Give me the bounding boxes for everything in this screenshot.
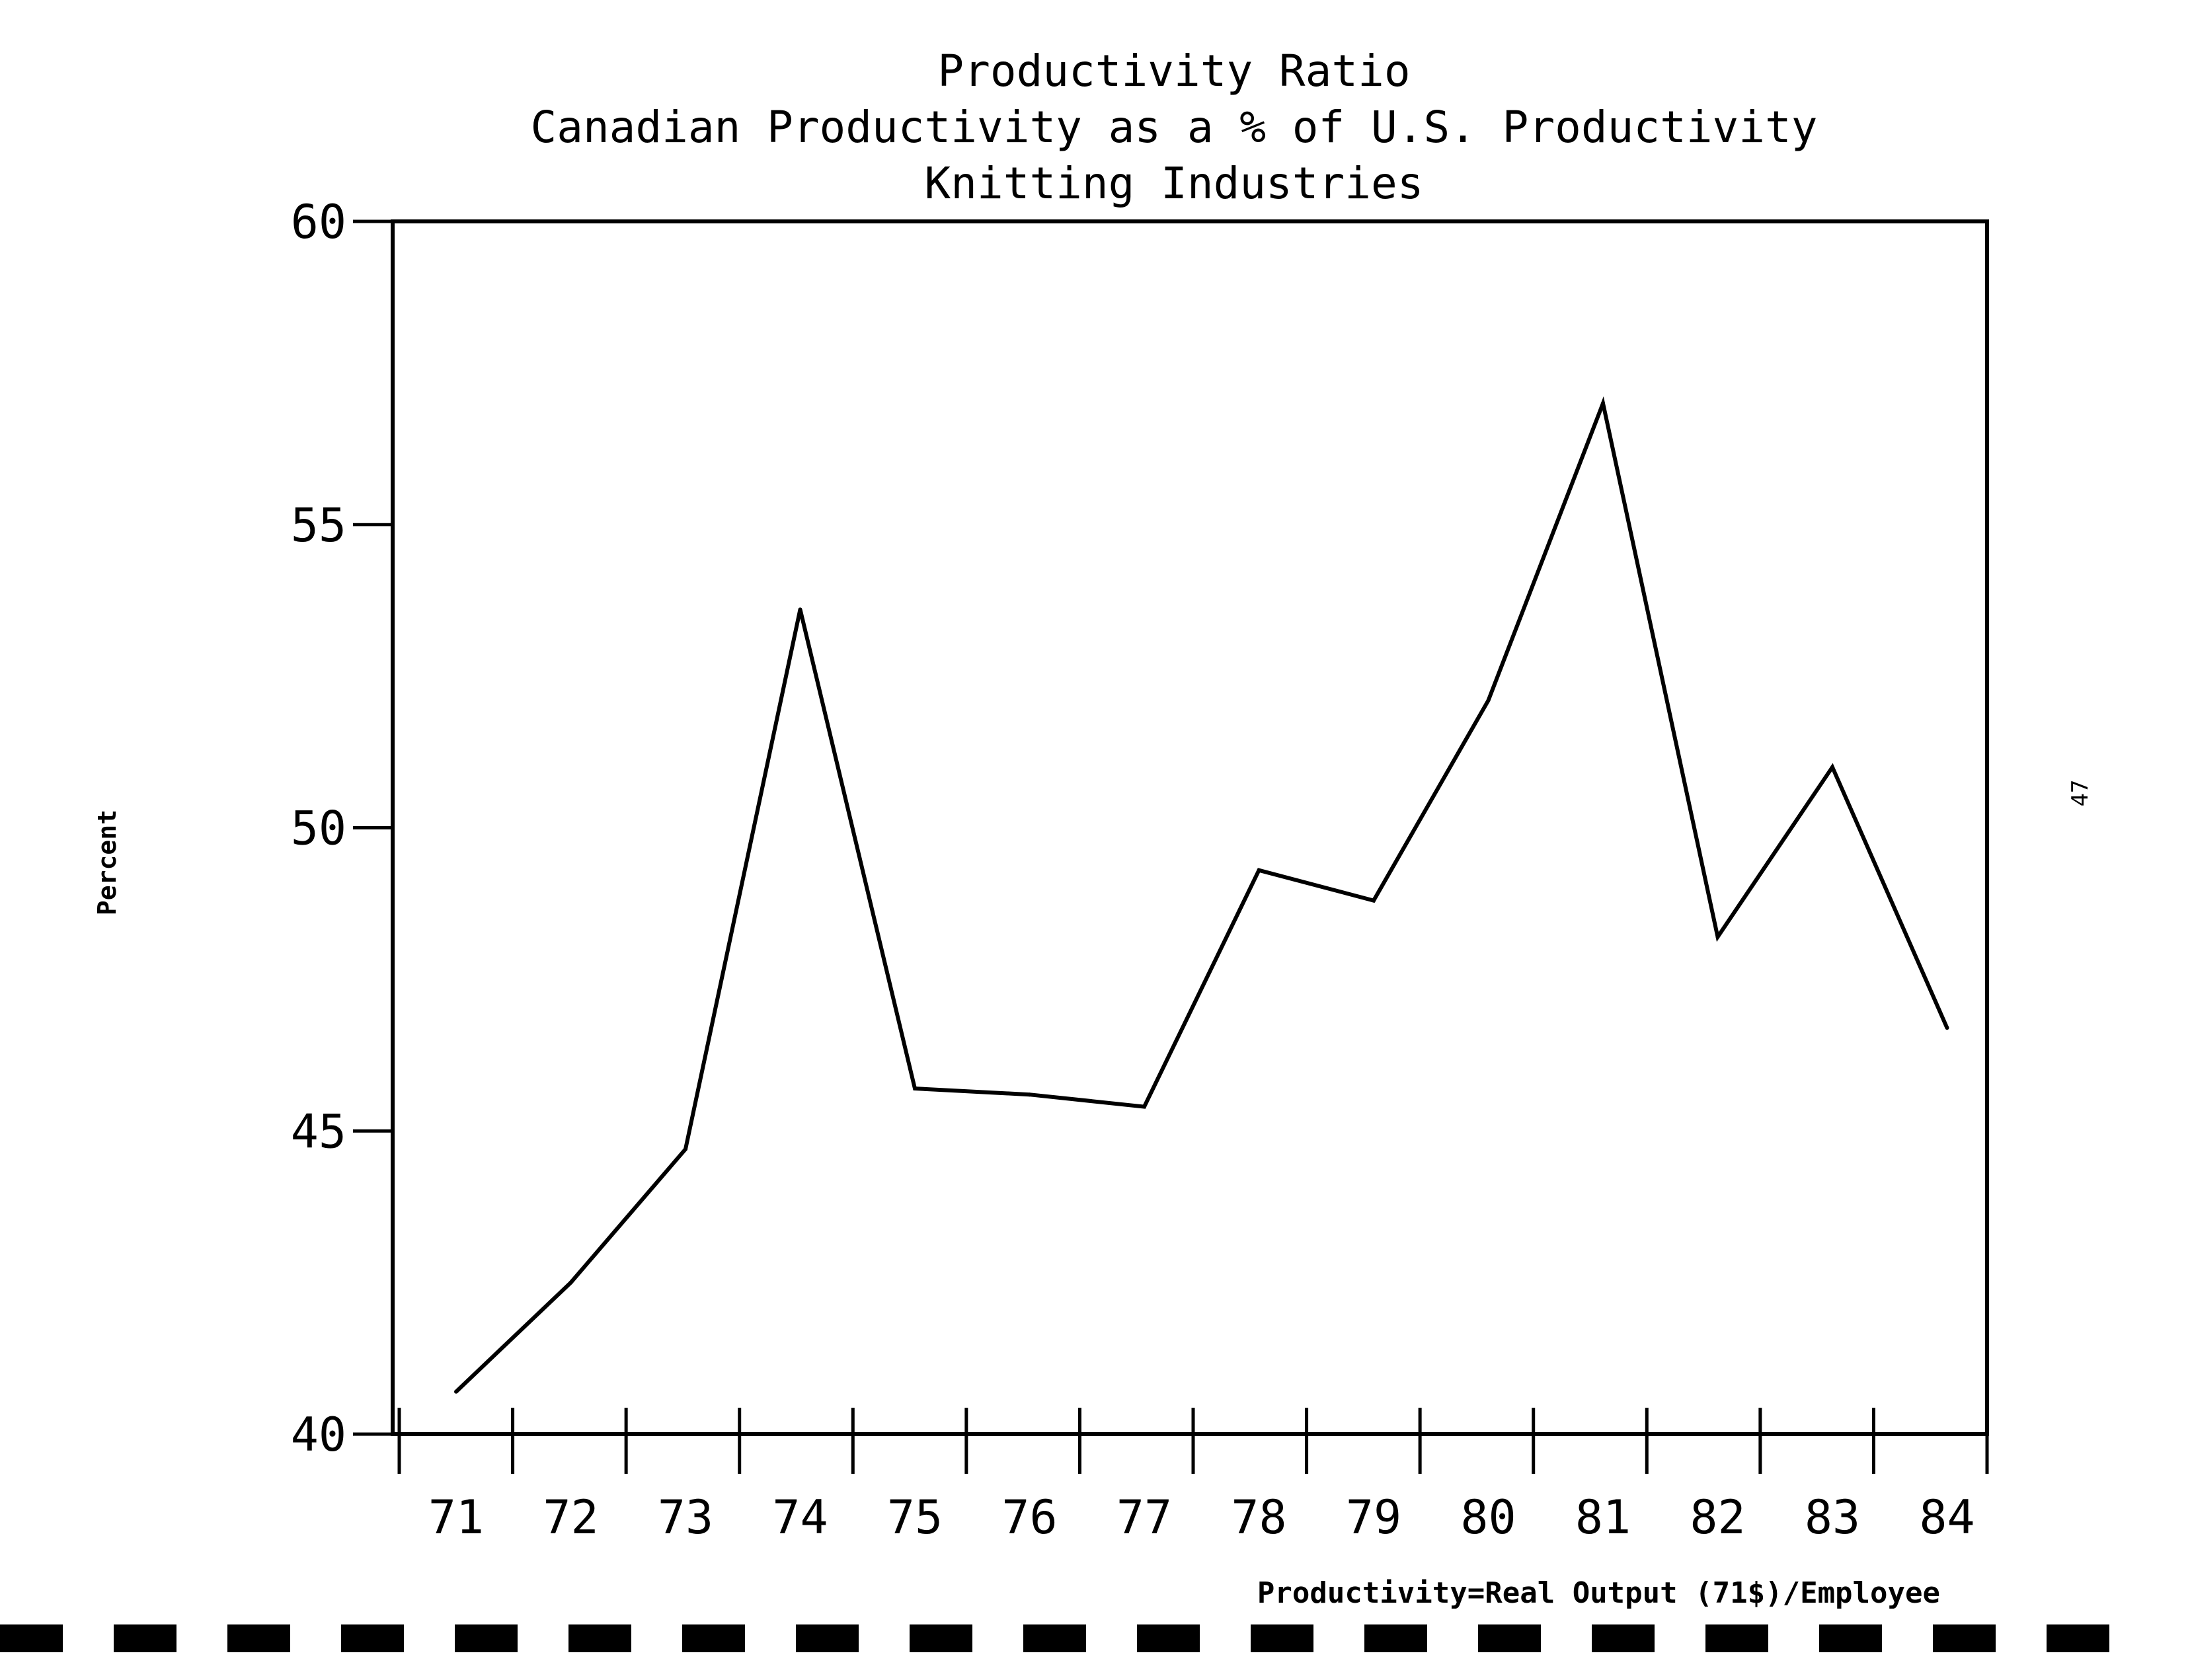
dash-segment (0, 1624, 63, 1652)
data-point (684, 1147, 687, 1151)
y-tick-label: 55 (291, 498, 346, 553)
dash-segment (1137, 1624, 1200, 1652)
data-point (1372, 898, 1376, 903)
y-tick-label: 40 (291, 1408, 346, 1462)
x-tick-label: 82 (1690, 1490, 1745, 1545)
dash-segment (1705, 1624, 1768, 1652)
x-tick-label: 78 (1231, 1490, 1286, 1545)
x-tick-label: 79 (1346, 1490, 1401, 1545)
y-axis: 40 45 50 55 60 (291, 195, 393, 1462)
data-point (1945, 1026, 1949, 1030)
x-tick-label: 81 (1575, 1490, 1631, 1545)
y-tick-label: 60 (291, 195, 346, 249)
data-point (1486, 698, 1491, 703)
data-point (1601, 401, 1605, 406)
data-point (1142, 1104, 1146, 1109)
dash-segment (227, 1624, 290, 1652)
x-tick-label: 77 (1116, 1490, 1172, 1545)
data-point (568, 1280, 573, 1285)
dash-segment (910, 1624, 972, 1652)
x-tick-label: 76 (1001, 1490, 1057, 1545)
plot-frame (391, 219, 1989, 1436)
data-point (913, 1087, 917, 1091)
dash-segment (1933, 1624, 1996, 1652)
dash-segment (796, 1624, 859, 1652)
data-point (1715, 935, 1720, 939)
dash-segment (1478, 1624, 1541, 1652)
dash-segment (114, 1624, 176, 1652)
dash-segment (682, 1624, 745, 1652)
chart-subtitle-industry: Knitting Industries (925, 158, 1424, 209)
x-tick-label: 72 (543, 1490, 598, 1545)
productivity-footnote: Productivity=Real Output (71$)/Employee (1257, 1576, 1940, 1610)
x-tick-label: 84 (1919, 1490, 1975, 1545)
data-point (1830, 765, 1834, 769)
x-tick-label: 74 (772, 1490, 828, 1545)
x-axis: 71 72 73 74 75 76 77 78 79 80 81 82 83 84 (397, 1408, 1989, 1545)
y-axis-label: Percent (93, 810, 122, 915)
series-line (454, 396, 1949, 1393)
data-point (1257, 868, 1261, 872)
dash-segment (1251, 1624, 1313, 1652)
y-tick-label: 45 (291, 1104, 346, 1159)
data-point (454, 1389, 458, 1394)
dash-segment (2047, 1624, 2109, 1652)
dash-segment (1023, 1624, 1086, 1652)
x-tick-label: 80 (1460, 1490, 1516, 1545)
page-number: 47 (2067, 780, 2093, 807)
series-group (454, 396, 1949, 1394)
x-tick-label: 71 (428, 1490, 484, 1545)
chart-subtitle: Canadian Productivity as a % of U.S. Pro… (530, 102, 1817, 153)
x-tick-label: 75 (887, 1490, 943, 1545)
x-tick-label: 83 (1805, 1490, 1860, 1545)
dash-segment (1592, 1624, 1655, 1652)
dash-segment (1364, 1624, 1427, 1652)
dash-segment (568, 1624, 631, 1652)
dash-segment (341, 1624, 404, 1652)
x-tick-label: 73 (658, 1490, 713, 1545)
bottom-dash-rule (0, 1624, 2109, 1652)
chart-title: Productivity Ratio (937, 46, 1410, 96)
dash-segment (1819, 1624, 1882, 1652)
dash-segment (455, 1624, 518, 1652)
y-tick-label: 50 (291, 802, 346, 856)
data-point (798, 607, 802, 612)
data-point (1027, 1092, 1032, 1097)
